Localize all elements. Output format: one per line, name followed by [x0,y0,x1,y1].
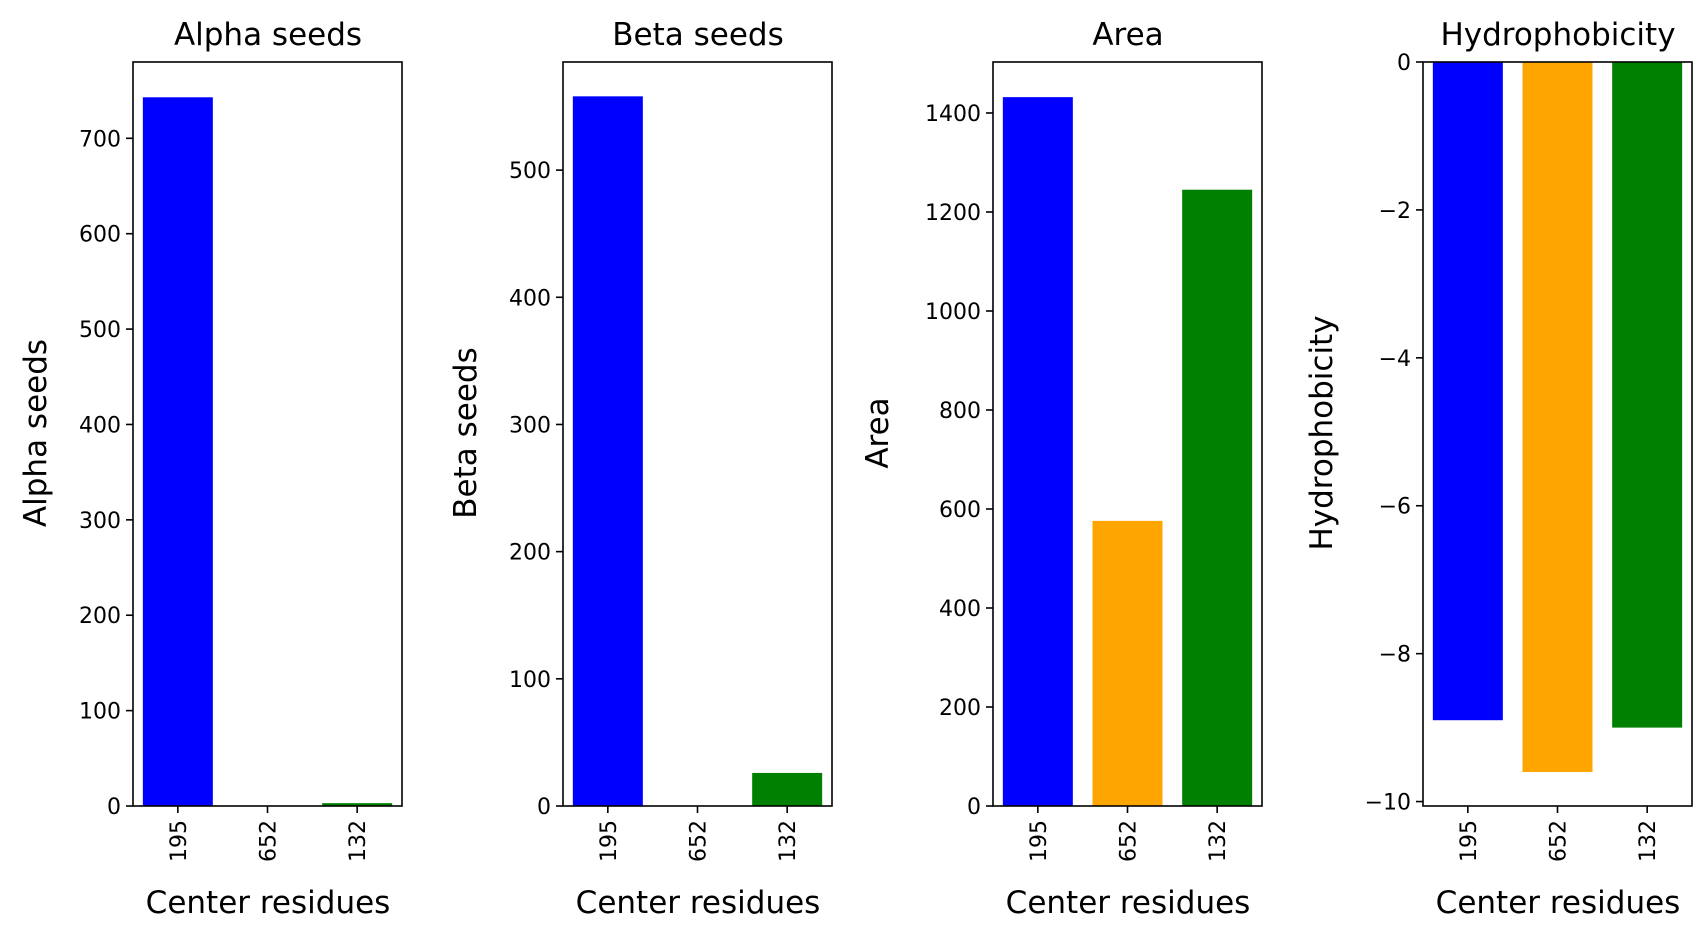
y-tick-label: −10 [1365,791,1411,816]
y-tick-label: 400 [939,597,981,622]
plot-area-3: 0 200 400 600 800 1000 1200 1400 195 652 132 [925,61,1263,862]
bar-195 [1432,62,1503,721]
bar-652 [1522,62,1593,772]
x-tick-label: 195 [597,820,622,862]
bar-652 [1092,520,1163,806]
y-tick-label: 500 [79,318,121,343]
y-tick-label: 0 [1397,51,1411,76]
y-tick-label: −8 [1379,643,1411,668]
x-tick-label: 132 [1206,820,1231,862]
y-tick-label: 600 [79,223,121,248]
y-tick-label: 0 [537,795,551,820]
x-tick-label: 652 [687,820,712,862]
x-axis-label: Center residues [1006,885,1251,921]
x-axis-label: Center residues [146,885,391,921]
y-tick-label: 0 [967,795,981,820]
y-tick-label: 100 [79,700,121,725]
y-tick-label: 500 [509,159,551,184]
y-tick-label: 0 [107,795,121,820]
bar-195 [142,97,213,807]
y-axis-label: Area [860,397,896,468]
y-tick-label: 1000 [925,300,981,325]
bar-132 [1612,62,1683,728]
y-tick-label: 800 [939,399,981,424]
subplot-title: Hydrophobicity [1440,17,1675,53]
y-axis-label: Alpha seeds [18,339,54,527]
bar-195 [572,96,643,807]
x-tick-label: 132 [776,820,801,862]
bar-132 [322,803,393,806]
y-axis-label: Hydrophobicity [1304,315,1340,550]
y-tick-label: −4 [1379,347,1411,372]
x-tick-label: 652 [257,820,282,862]
y-axis-label: Beta seeds [448,347,484,518]
y-tick-label: 600 [939,498,981,523]
y-tick-label: −2 [1379,199,1411,224]
y-tick-label: 400 [509,286,551,311]
x-tick-label: 652 [1547,820,1572,862]
x-tick-label: 132 [1636,820,1661,862]
x-axis-label: Center residues [576,885,821,921]
subplot-beta-seeds: Beta seeds Beta seeds Center residues [448,17,820,921]
x-tick-label: 652 [1117,820,1142,862]
subplot-title: Area [1092,17,1163,53]
plot-area-1: 0 100 200 300 400 500 600 700 195 652 132 [79,61,403,862]
y-tick-label: 1200 [925,201,981,226]
x-axis-label: Center residues [1436,885,1681,921]
y-tick-label: 400 [79,413,121,438]
bar-195 [1002,97,1073,807]
x-tick-label: 195 [1457,820,1482,862]
subplot-title: Beta seeds [612,17,783,53]
y-tick-label: 200 [509,541,551,566]
x-tick-label: 195 [167,820,192,862]
bar-132 [1182,189,1253,806]
y-tick-label: 300 [79,509,121,534]
subplot-area: Area Area Center residues [860,17,1250,921]
y-tick-label: 100 [509,668,551,693]
plot-area-2: 0 100 200 300 400 500 195 652 132 [509,61,833,862]
y-tick-label: 700 [79,127,121,152]
y-tick-label: 200 [939,696,981,721]
x-tick-label: 132 [346,820,371,862]
y-tick-label: 300 [509,413,551,438]
y-tick-label: 1400 [925,102,981,127]
bar-132 [752,772,823,806]
y-tick-label: 200 [79,604,121,629]
x-tick-label: 195 [1027,820,1052,862]
y-tick-label: −6 [1379,495,1411,520]
subplot-title: Alpha seeds [174,17,362,53]
subplot-hydrophobicity: Hydrophobicity Hydrophobicity Center res… [1304,17,1680,921]
plot-area-4: 0 −2 −4 −6 −8 −10 195 652 132 [1365,51,1693,862]
subplot-alpha-seeds: Alpha seeds Alpha seeds Center residues [18,17,390,921]
